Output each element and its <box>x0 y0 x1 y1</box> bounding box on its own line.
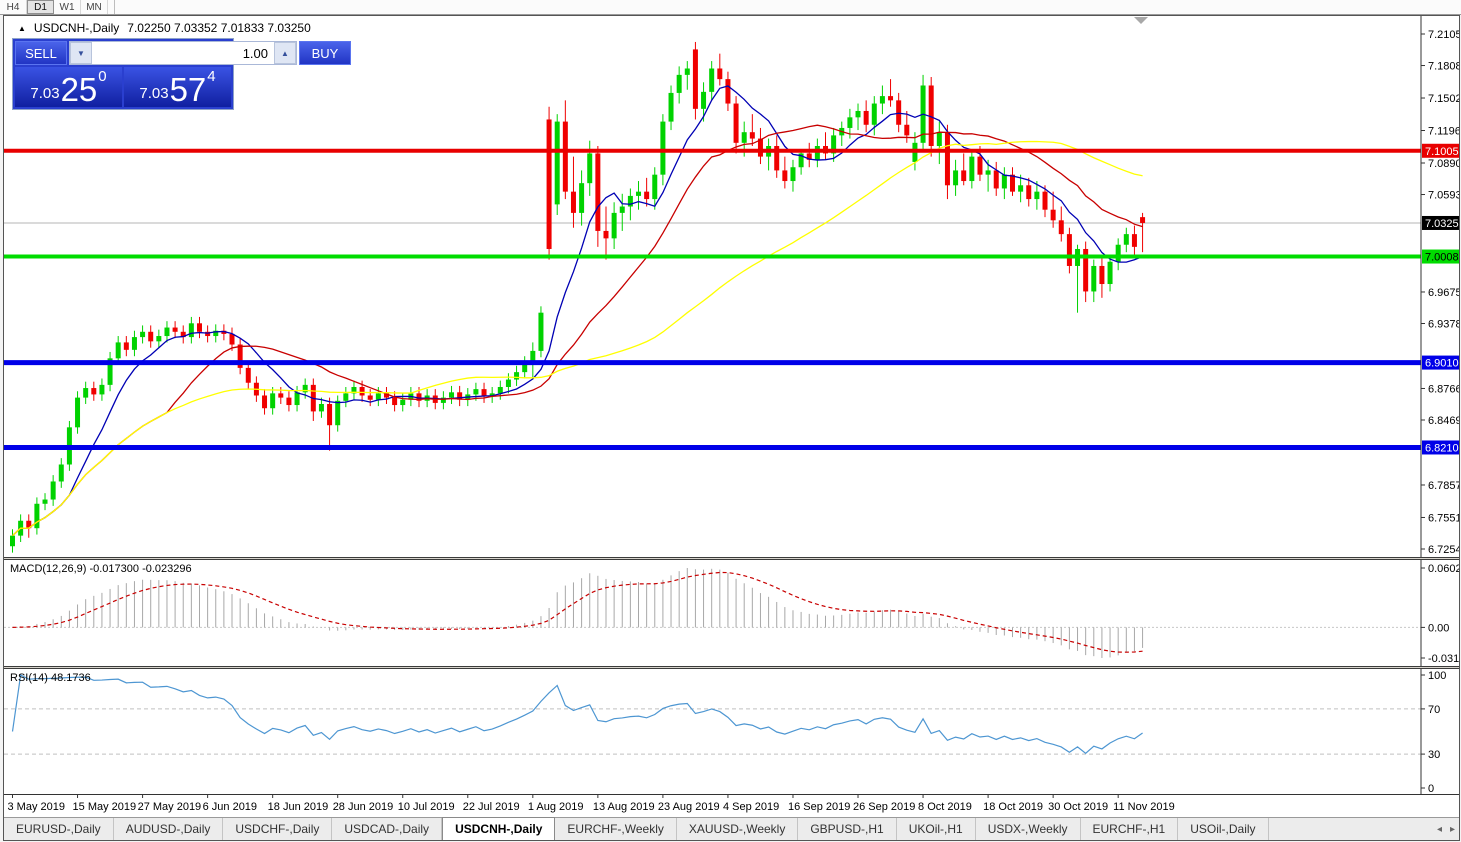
svg-text:7.08900: 7.08900 <box>1428 158 1459 170</box>
svg-text:6.96750: 6.96750 <box>1428 287 1459 299</box>
chart-tab-eurchf-weekly[interactable]: EURCHF-,Weekly <box>555 818 677 840</box>
chart-tab-gbpusd-h1[interactable]: GBPUSD-,H1 <box>798 818 897 840</box>
rsi-pane[interactable]: 100 70 30 0 RSI(14) 48.1736 <box>4 669 1459 794</box>
svg-text:7.10051: 7.10051 <box>1425 146 1459 158</box>
main-chart-pane[interactable]: 7.21050 7.18080 7.15020 7.11960 7.08900 7.059… <box>4 16 1459 557</box>
buy-price-prefix: 7.03 <box>139 85 169 102</box>
svg-text:6.82103: 6.82103 <box>1425 442 1459 454</box>
timeframe-button-h4[interactable]: H4 <box>0 0 27 14</box>
svg-text:4 Sep 2019: 4 Sep 2019 <box>723 801 779 813</box>
svg-text:100: 100 <box>1428 670 1446 682</box>
buy-button[interactable]: BUY <box>299 41 351 65</box>
sell-price-prefix: 7.03 <box>30 85 60 102</box>
svg-text:0.060273: 0.060273 <box>1428 563 1459 575</box>
pane-splitter[interactable] <box>4 557 1459 560</box>
sell-price-pip: 0 <box>98 68 107 85</box>
chart-tab-xauusd-weekly[interactable]: XAUUSD-,Weekly <box>677 818 799 840</box>
svg-text:13 Aug 2019: 13 Aug 2019 <box>593 801 655 813</box>
timeframe-button-d1[interactable]: D1 <box>27 0 54 14</box>
svg-text:6.93780: 6.93780 <box>1428 319 1459 331</box>
svg-text:7.00089: 7.00089 <box>1425 252 1459 264</box>
svg-text:3 May 2019: 3 May 2019 <box>8 801 65 813</box>
volume-increase-icon[interactable]: ▲ <box>274 42 296 64</box>
svg-text:6.75510: 6.75510 <box>1428 512 1459 524</box>
svg-text:6.78570: 6.78570 <box>1428 480 1459 492</box>
macd-pane[interactable]: 0.0602730.00-0.031725 MACD(12,26,9) -0.0… <box>4 560 1459 666</box>
svg-text:10 Jul 2019: 10 Jul 2019 <box>398 801 455 813</box>
chart-tab-usdcnh-daily[interactable]: USDCNH-,Daily <box>442 817 556 840</box>
svg-text:6.90100: 6.90100 <box>1425 358 1459 370</box>
pane-splitter[interactable] <box>4 666 1459 669</box>
sell-price-main: 25 <box>60 71 98 108</box>
rsi-chart[interactable]: 100 70 30 0 <box>4 669 1459 794</box>
svg-text:27 May 2019: 27 May 2019 <box>138 801 202 813</box>
svg-text:18 Jun 2019: 18 Jun 2019 <box>268 801 329 813</box>
chart-tab-ukoil-h1[interactable]: UKOil-,H1 <box>897 818 976 840</box>
volume-input[interactable] <box>92 42 274 64</box>
tab-scroll-left-icon[interactable]: ◂ <box>1436 823 1442 835</box>
one-click-trade-panel: SELL ▼ ▲ BUY 7.03 25 0 7.03 <box>12 38 351 110</box>
chart-tab-eurusd-daily[interactable]: EURUSD-,Daily <box>4 818 114 840</box>
svg-text:6 Jun 2019: 6 Jun 2019 <box>203 801 257 813</box>
svg-text:6.87660: 6.87660 <box>1428 383 1459 395</box>
chart-shift-marker-icon[interactable] <box>1134 17 1148 24</box>
macd-chart[interactable]: 0.060273 0.00 -0.031725 <box>4 560 1459 666</box>
svg-text:15 May 2019: 15 May 2019 <box>73 801 137 813</box>
volume-decrease-icon[interactable]: ▼ <box>70 42 92 64</box>
svg-text:18 Oct 2019: 18 Oct 2019 <box>983 801 1043 813</box>
sell-price-display[interactable]: 7.03 25 0 <box>15 67 122 107</box>
svg-text:11 Nov 2019: 11 Nov 2019 <box>1113 801 1175 813</box>
svg-text:7.15020: 7.15020 <box>1428 93 1459 105</box>
buy-price-pip: 4 <box>207 68 216 85</box>
svg-text:26 Sep 2019: 26 Sep 2019 <box>853 801 915 813</box>
svg-text:0: 0 <box>1428 783 1434 794</box>
price-chart[interactable]: 7.21050 7.18080 7.15020 7.11960 7.08900 7.059… <box>4 16 1459 557</box>
chart-tab-usdcad-daily[interactable]: USDCAD-,Daily <box>332 818 443 840</box>
svg-text:7.18080: 7.18080 <box>1428 61 1459 73</box>
sell-button[interactable]: SELL <box>15 41 67 65</box>
chart-tab-audusd-daily[interactable]: AUDUSD-,Daily <box>114 818 224 840</box>
chart-tabs-bar: EURUSD-,Daily AUDUSD-,Daily USDCHF-,Daily U… <box>4 817 1459 840</box>
chart-tab-usdchf-daily[interactable]: USDCHF-,Daily <box>223 818 333 840</box>
buy-price-display[interactable]: 7.03 57 4 <box>124 67 231 107</box>
svg-text:22 Jul 2019: 22 Jul 2019 <box>463 801 520 813</box>
chart-tab-eurchf-h1[interactable]: EURCHF-,H1 <box>1081 818 1179 840</box>
chart-tab-usdx-weekly[interactable]: USDX-,Weekly <box>976 818 1081 840</box>
svg-text:28 Jun 2019: 28 Jun 2019 <box>333 801 394 813</box>
svg-text:7.21050: 7.21050 <box>1428 29 1459 41</box>
svg-text:6.84690: 6.84690 <box>1428 415 1459 427</box>
svg-text:7.11960: 7.11960 <box>1428 126 1459 138</box>
svg-text:-0.031725: -0.031725 <box>1428 653 1459 665</box>
svg-text:16 Sep 2019: 16 Sep 2019 <box>788 801 850 813</box>
svg-text:1 Aug 2019: 1 Aug 2019 <box>528 801 584 813</box>
svg-text:8 Oct 2019: 8 Oct 2019 <box>918 801 972 813</box>
timeframe-button-mn[interactable]: MN <box>81 0 108 14</box>
svg-text:23 Aug 2019: 23 Aug 2019 <box>658 801 720 813</box>
tab-scroll-right-icon[interactable]: ▸ <box>1449 823 1455 835</box>
timeframe-toolbar: H4 D1 W1 MN <box>0 0 1461 15</box>
svg-text:0.00: 0.00 <box>1428 622 1449 634</box>
volume-spinner: ▼ ▲ <box>69 41 297 65</box>
timeframe-button-w1[interactable]: W1 <box>54 0 81 14</box>
svg-text:70: 70 <box>1428 704 1440 716</box>
chart-window: 7.21050 7.18080 7.15020 7.11960 7.08900 7.059… <box>3 15 1460 841</box>
buy-price-main: 57 <box>169 71 207 108</box>
svg-text:30: 30 <box>1428 749 1440 761</box>
svg-text:7.05930: 7.05930 <box>1428 190 1459 202</box>
chart-tab-usoil-daily[interactable]: USOil-,Daily <box>1178 818 1269 840</box>
date-axis[interactable]: 3 May 2019 15 May 2019 27 May 2019 6 Jun 20… <box>4 794 1459 817</box>
svg-text:7.03250: 7.03250 <box>1425 218 1459 230</box>
svg-text:6.72540: 6.72540 <box>1428 544 1459 556</box>
svg-text:30 Oct 2019: 30 Oct 2019 <box>1048 801 1108 813</box>
